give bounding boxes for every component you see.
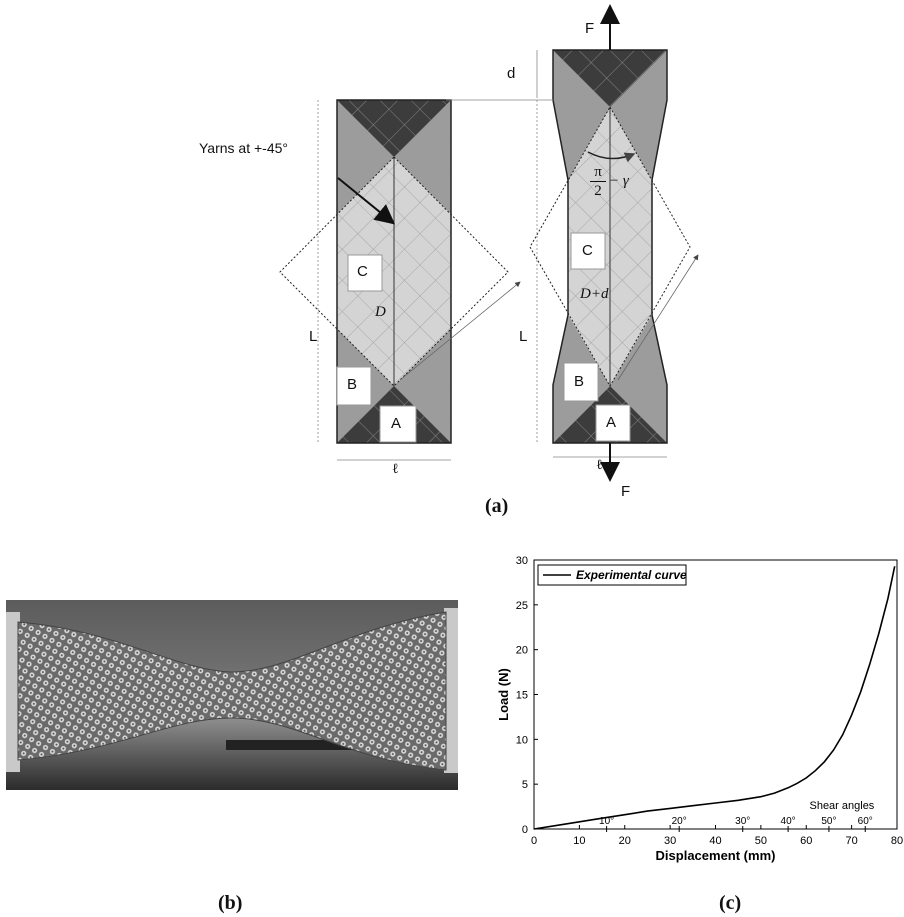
y-tick-label: 0 — [522, 824, 528, 836]
shear-mark-label: 20° — [672, 816, 687, 827]
displacement-d-label: d — [507, 65, 516, 82]
force-top-label: F — [585, 20, 595, 37]
y-axis-label: Load (N) — [496, 668, 511, 721]
legend-label: Experimental curve — [576, 568, 687, 582]
angle-denominator: 2 — [590, 181, 606, 200]
left-region-a: A — [391, 415, 402, 432]
right-width-label: ℓ — [596, 458, 603, 473]
legend-box — [537, 564, 687, 586]
left-specimen — [279, 99, 521, 461]
angle-numerator: π — [594, 164, 602, 180]
figure-a-diagram — [279, 4, 699, 482]
x-tick-label: 0 — [531, 835, 537, 847]
x-tick-label: 10 — [573, 835, 585, 847]
shear-angles-title: Shear angles — [809, 800, 874, 812]
load-displacement-chart: 0 10 20 30 40 50 60 70 80051015202530Displacemen… — [496, 555, 903, 863]
force-bottom-label: F — [621, 483, 631, 500]
caption-c: (c) — [719, 892, 742, 914]
y-tick-label: 10 — [516, 734, 528, 746]
shear-mark-label: 30° — [735, 816, 750, 827]
x-tick-label: 60 — [800, 835, 812, 847]
y-tick-label: 15 — [516, 690, 528, 702]
plot-frame — [533, 559, 898, 830]
y-tick-label: 20 — [516, 645, 528, 657]
x-tick-label: 70 — [846, 835, 858, 847]
left-length-label: L — [309, 328, 318, 345]
x-tick-label: 40 — [709, 835, 721, 847]
shear-mark-label: 40° — [781, 816, 796, 827]
shear-mark-label: 60° — [858, 816, 873, 827]
y-tick-label: 30 — [516, 555, 528, 567]
x-tick-label: 30 — [664, 835, 676, 847]
right-region-c: C — [582, 242, 593, 259]
yarn-annotation: Yarns at +-45° — [199, 140, 288, 156]
right-length-label: L — [519, 328, 528, 345]
caption-a: (a) — [485, 495, 509, 517]
angle-gamma: − γ — [609, 173, 629, 189]
series-line — [533, 566, 896, 830]
angle-fraction: π 2 — [590, 163, 606, 200]
left-region-c: C — [357, 263, 368, 280]
left-region-b: B — [347, 376, 358, 393]
x-tick-label: 50 — [755, 835, 767, 847]
right-region-a: A — [606, 414, 617, 431]
angle-arc — [587, 151, 636, 163]
y-tick-label: 25 — [516, 600, 528, 612]
right-diagonal-label: D+d — [580, 286, 609, 302]
x-tick-label: 20 — [619, 835, 631, 847]
right-region-b: B — [574, 373, 585, 390]
y-tick-label: 5 — [522, 779, 528, 791]
shear-mark-label: 50° — [821, 816, 836, 827]
right-specimen — [446, 4, 699, 482]
bias-extension-photo — [6, 600, 458, 790]
caption-b: (b) — [218, 892, 243, 914]
left-width-label: ℓ — [392, 462, 399, 477]
x-tick-label: 80 — [891, 835, 903, 847]
x-axis-label: Displacement (mm) — [656, 848, 776, 863]
yarn-annotation-arrow — [337, 177, 396, 225]
shear-mark-label: 10° — [599, 816, 614, 827]
photo-illustration — [6, 608, 458, 790]
left-diagonal-label: D — [375, 304, 386, 320]
